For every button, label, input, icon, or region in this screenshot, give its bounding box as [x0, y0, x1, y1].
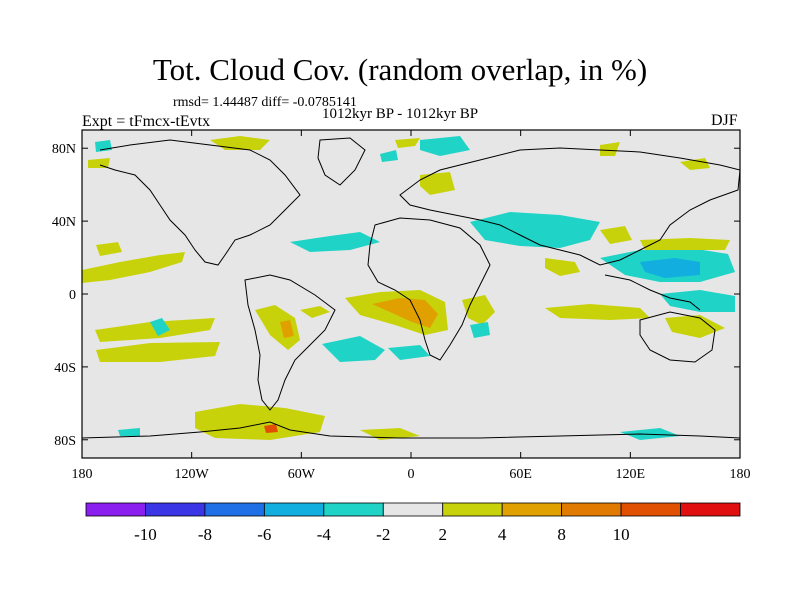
coastlines — [82, 137, 740, 439]
colorbar-bin — [85, 502, 146, 517]
colorbar-label: -4 — [317, 525, 332, 544]
anomaly-patch — [640, 238, 730, 250]
colorbar-label: -2 — [376, 525, 390, 544]
anomaly-patch — [88, 158, 110, 168]
colorbar: -10 -8 -6 -4 -2 2 4 8 10 — [85, 502, 741, 544]
colorbar-bin — [561, 502, 622, 517]
colorbar-label: 10 — [613, 525, 630, 544]
anomaly-patch — [372, 298, 438, 328]
x-tick-label: 180 — [730, 467, 751, 482]
colorbar-bin — [501, 502, 563, 517]
colorbar-bin — [680, 502, 741, 517]
anomaly-patch — [660, 290, 735, 312]
y-tick-label: 40N — [52, 215, 76, 230]
coast-africa — [367, 217, 491, 361]
anomaly-patch — [545, 258, 580, 276]
stats-text: rmsd= 1.44487 diff= -0.0785141 — [173, 95, 357, 110]
anomaly-patch — [470, 322, 490, 338]
anomaly-patch — [96, 242, 122, 256]
anomaly-patch — [95, 140, 112, 152]
anomaly-patch — [300, 306, 330, 318]
anomaly-patch — [96, 342, 220, 362]
y-tick-label: 80S — [54, 434, 76, 449]
colorbar-label: -10 — [134, 525, 157, 544]
anomaly-patch — [388, 345, 430, 360]
coast-north-america — [99, 139, 301, 266]
anomaly-patch — [420, 172, 455, 195]
anomaly-patch — [420, 136, 470, 156]
coast-eurasia — [399, 147, 740, 266]
colorbar-label: -8 — [198, 525, 212, 544]
y-tick-label: 40S — [54, 361, 76, 376]
anomaly-patches — [82, 136, 735, 440]
anomaly-patch — [600, 226, 632, 244]
coast-greenland — [317, 137, 366, 186]
colorbar-bin — [263, 502, 325, 517]
anomaly-patch — [290, 232, 380, 252]
x-tick-label: 60E — [509, 467, 532, 482]
coast-australia — [639, 311, 716, 363]
colorbar-bin — [620, 502, 681, 517]
colorbar-label: 2 — [438, 525, 447, 544]
anomaly-patch — [255, 305, 300, 350]
coast-maritime-asia — [604, 274, 701, 311]
anomaly-patch — [665, 315, 725, 338]
y-axis: 80N 40N 0 40S 80S — [52, 142, 740, 449]
x-tick-label: 0 — [408, 467, 415, 482]
anomaly-patch — [82, 252, 185, 283]
anomaly-patch — [150, 318, 170, 336]
colorbar-bin — [204, 502, 265, 517]
colorbar-bin — [145, 502, 206, 517]
x-axis: 180 120W 60W 0 60E 120E 180 — [72, 130, 751, 482]
anomaly-patch — [680, 158, 710, 170]
map-title: Tot. Cloud Cov. (random overlap, in %) — [152, 52, 648, 87]
anomaly-patch — [462, 295, 495, 325]
anomaly-patch — [545, 304, 650, 320]
period-text: 1012kyr BP - 1012kyr BP — [322, 106, 479, 122]
x-tick-label: 120W — [175, 467, 210, 482]
anomaly-patch — [322, 336, 385, 362]
y-tick-label: 0 — [69, 288, 76, 303]
colorbar-label: 8 — [557, 525, 566, 544]
colorbar-label: -6 — [257, 525, 271, 544]
season-label: DJF — [711, 112, 738, 129]
x-tick-label: 180 — [72, 467, 93, 482]
anomaly-patch — [195, 404, 325, 440]
colorbar-label: 4 — [498, 525, 507, 544]
coast-south-america — [244, 274, 336, 411]
anomaly-patch — [600, 142, 620, 156]
anomaly-patch — [280, 320, 294, 338]
colorbar-bin — [323, 502, 384, 517]
colorbar-bin — [442, 502, 503, 517]
experiment-label: Expt = tFmcx-tEvtx — [82, 113, 211, 130]
x-tick-label: 60W — [288, 467, 316, 482]
anomaly-patch — [264, 424, 278, 433]
y-tick-label: 80N — [52, 142, 76, 157]
anomaly-patch — [380, 150, 398, 162]
anomaly-patch — [470, 212, 600, 248]
anomaly-patch — [118, 428, 140, 436]
x-tick-label: 120E — [616, 467, 646, 482]
anomaly-patch — [640, 258, 700, 278]
coast-antarctica — [82, 421, 740, 439]
colorbar-bin — [382, 502, 444, 517]
anomaly-patch — [395, 138, 420, 148]
